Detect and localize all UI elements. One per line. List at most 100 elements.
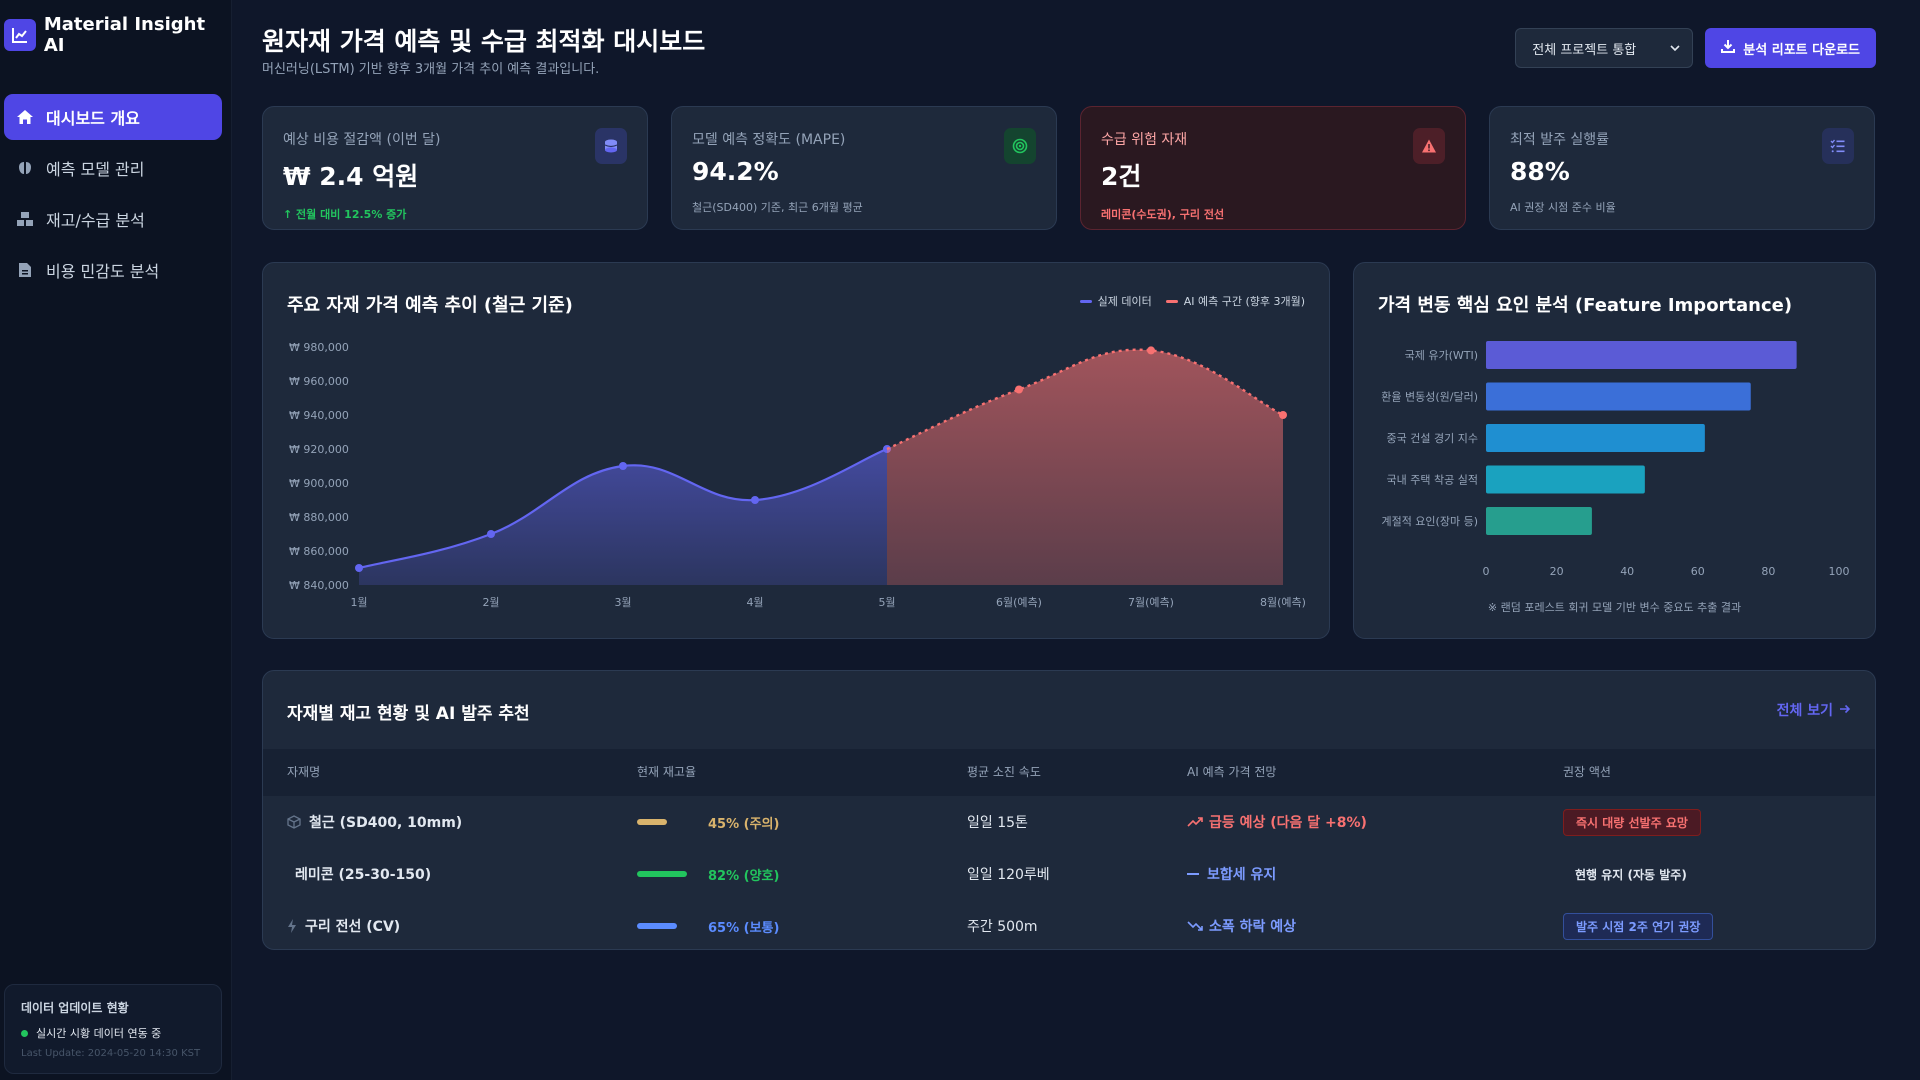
action-badge[interactable]: 즉시 대량 선발주 요망 <box>1563 808 1701 836</box>
app-name: Material Insight AI <box>43 14 206 56</box>
action-cell: 발주 시점 2주 연기 권장 <box>1563 900 1714 952</box>
sidebar-item-models[interactable]: 예측 모델 관리 <box>4 145 222 191</box>
view-all-label: 전체 보기 <box>1776 703 1833 719</box>
col-stock: 현재 재고율 <box>637 765 697 779</box>
table-row[interactable]: 철근 (SD400, 10mm) 45% (주의) 일일 15톤 급등 예상 (… <box>263 796 1875 848</box>
dash-icon <box>1187 872 1199 876</box>
actual-point <box>355 564 363 572</box>
sidebar: Material Insight AI 대시보드 개요 예측 모델 관리 재고/… <box>0 0 232 1080</box>
live-status: 실시간 시황 데이터 연동 중 <box>21 1025 205 1041</box>
legend-swatch <box>1165 299 1178 303</box>
sidebar-item-label: 비용 민감도 분석 <box>46 262 160 281</box>
project-select[interactable]: 전체 프로젝트 통합 <box>1515 28 1694 68</box>
download-report-button[interactable]: 분석 리포트 다운로드 <box>1705 28 1876 68</box>
kpi-note: AI 권장 시점 준수 비율 <box>1510 201 1616 214</box>
outlook-cell: 급등 예상 (다음 달 +8%) <box>1187 796 1367 848</box>
trend-up-icon <box>1187 816 1203 828</box>
stock-label: 82% (양호) <box>708 868 780 884</box>
x-tick-label: 3월 <box>614 596 631 609</box>
price-chart-title: 주요 자재 가격 예측 추이 (철근 기준) <box>287 295 573 316</box>
factor-label: 국내 주택 착공 실적 <box>1387 474 1478 487</box>
list-check-icon <box>1822 128 1854 164</box>
main-content: 원자재 가격 예측 및 수급 최적화 대시보드 머신러닝(LSTM) 기반 향후… <box>262 0 1876 1080</box>
factor-bar <box>1486 382 1751 411</box>
sidebar-item-cost[interactable]: 비용 민감도 분석 <box>4 247 222 293</box>
material-cell: 구리 전선 (CV) <box>287 900 400 952</box>
table-row[interactable]: 구리 전선 (CV) 65% (보통) 주간 500m 소폭 하락 예상 발주 … <box>263 900 1875 952</box>
legend-actual-label: 실제 데이터 <box>1097 295 1152 308</box>
col-material: 자재명 <box>287 765 321 779</box>
factor-bar <box>1486 507 1592 535</box>
coins-icon <box>595 128 627 164</box>
forecast-area <box>887 349 1283 585</box>
inventory-panel: 자재별 재고 현황 및 AI 발주 추천 전체 보기 자재명 현재 재고율 평균… <box>262 670 1876 950</box>
file-invoice-icon <box>14 261 36 279</box>
feature-importance-panel: 가격 변동 핵심 요인 분석 (Feature Importance) 국제 유… <box>1353 262 1876 639</box>
view-all-link[interactable]: 전체 보기 <box>1777 700 1851 720</box>
speed-cell: 일일 120루베 <box>967 867 1050 883</box>
stock-bar <box>637 871 687 877</box>
x-tick-label: 6월(예측) <box>996 596 1042 609</box>
y-tick-label: ₩ 980,000 <box>289 341 349 354</box>
factor-chart-title: 가격 변동 핵심 요인 분석 (Feature Importance) <box>1378 295 1793 316</box>
price-forecast-chart: ₩ 840,000 ₩ 860,000 ₩ 880,000 ₩ 900,000 ₩ 92… <box>289 341 1306 609</box>
x-tick-label: 8월(예측) <box>1260 596 1306 609</box>
x-tick-label: 80 <box>1761 565 1775 578</box>
x-tick-label: 20 <box>1550 565 1564 578</box>
page-title: 원자재 가격 예측 및 수급 최적화 대시보드 <box>262 27 706 56</box>
action-text: 현행 유지 (자동 발주) <box>1575 867 1687 882</box>
y-tick-label: ₩ 900,000 <box>289 477 349 490</box>
live-dot-icon <box>21 1029 28 1037</box>
kpi-value: 94.2% <box>692 157 779 186</box>
download-report-label: 분석 리포트 다운로드 <box>1743 42 1860 58</box>
actual-point <box>619 462 627 470</box>
sidebar-item-inventory[interactable]: 재고/수급 분석 <box>4 196 222 242</box>
kpi-note: 철근(SD400) 기준, 최근 6개월 평균 <box>692 201 863 214</box>
live-status-text: 실시간 시황 데이터 연동 중 <box>36 1027 162 1040</box>
kpi-model-accuracy: 모델 예측 정확도 (MAPE) 94.2% 철근(SD400) 기준, 최근 … <box>671 106 1057 230</box>
sidebar-item-label: 예측 모델 관리 <box>46 160 145 179</box>
legend-swatch <box>1079 299 1092 303</box>
kpi-label: 예상 비용 절감액 (이번 달) <box>283 132 441 148</box>
factor-label: 환율 변동성(원/달러) <box>1381 391 1478 404</box>
factor-bar <box>1486 424 1705 452</box>
sidebar-item-dashboard[interactable]: 대시보드 개요 <box>4 94 222 140</box>
outlook-text: 급등 예상 (다음 달 +8%) <box>1209 815 1367 831</box>
chevron-down-icon <box>1670 41 1680 56</box>
speed-cell: 주간 500m <box>967 919 1038 935</box>
kpi-order-execution: 최적 발주 실행률 88% AI 권장 시점 준수 비율 <box>1489 106 1875 230</box>
x-tick-label: 4월 <box>746 596 763 609</box>
x-tick-label: 2월 <box>482 596 499 609</box>
forecast-point <box>1015 385 1023 394</box>
download-icon <box>1721 39 1736 57</box>
boxes-icon <box>14 210 36 228</box>
outlook-cell: 보합세 유지 <box>1187 848 1276 900</box>
y-tick-label: ₩ 840,000 <box>289 579 349 592</box>
col-speed: 평균 소진 속도 <box>967 765 1041 779</box>
actual-point <box>751 496 759 504</box>
x-tick-label: 1월 <box>350 596 367 609</box>
project-select-value: 전체 프로젝트 통합 <box>1532 42 1637 58</box>
kpi-label: 최적 발주 실행률 <box>1510 132 1610 148</box>
kpi-value: ₩ 2.4 억원 <box>283 162 419 191</box>
table-row[interactable]: 레미콘 (25-30-150) 82% (양호) 일일 120루베 보합세 유지… <box>263 848 1875 900</box>
data-update-status: 데이터 업데이트 현황 실시간 시황 데이터 연동 중 Last Update:… <box>4 984 222 1074</box>
forecast-line <box>886 348 1284 451</box>
action-badge[interactable]: 발주 시점 2주 연기 권장 <box>1563 912 1714 940</box>
kpi-note: ↑ 전월 대비 12.5% 증가 <box>283 208 407 221</box>
price-forecast-panel: 주요 자재 가격 예측 추이 (철근 기준) 실제 데이터 AI 예측 구간 (… <box>262 262 1330 639</box>
brand[interactable]: Material Insight AI <box>0 0 231 70</box>
material-cell: 철근 (SD400, 10mm) <box>287 796 462 848</box>
price-chart-legend: 실제 데이터 AI 예측 구간 (향후 3개월) <box>1079 293 1305 309</box>
bolt-icon <box>287 919 297 933</box>
forecast-point <box>1147 346 1155 355</box>
speed-cell: 일일 15톤 <box>967 815 1028 831</box>
kpi-label: 모델 예측 정확도 (MAPE) <box>692 132 846 148</box>
stock-cell: 45% (주의) <box>637 796 779 848</box>
factor-bar <box>1486 465 1645 494</box>
kpi-row: 예상 비용 절감액 (이번 달) ₩ 2.4 억원 ↑ 전월 대비 12.5% … <box>262 106 1876 231</box>
outlook-text: 보합세 유지 <box>1207 867 1277 883</box>
x-tick-label: 5월 <box>878 596 895 609</box>
col-outlook: AI 예측 가격 전망 <box>1187 765 1277 779</box>
